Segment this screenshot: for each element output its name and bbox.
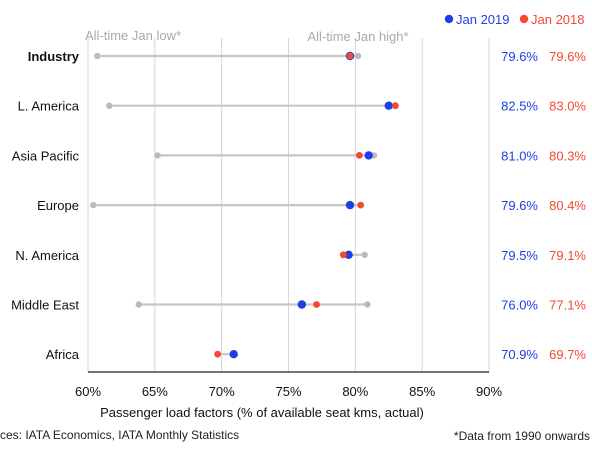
category-label: Asia Pacific	[12, 148, 80, 163]
x-tick-label: 70%	[209, 384, 235, 399]
category-label: N. America	[15, 248, 79, 263]
x-axis-title: Passenger load factors (% of available s…	[100, 405, 424, 420]
jan-2019-point	[344, 250, 353, 259]
jan-2018-point	[357, 201, 365, 209]
jan-2019-value-label: 79.5%	[501, 248, 538, 263]
jan-2019-value-label: 79.6%	[501, 198, 538, 213]
jan-2018-value-label: 79.1%	[549, 248, 586, 263]
jan-2019-point	[345, 200, 355, 210]
all-time-high-point	[354, 52, 362, 60]
jan-2019-value-label: 81.0%	[501, 148, 538, 163]
x-tick-label: 85%	[409, 384, 435, 399]
jan-2018-point	[214, 350, 222, 358]
category-rows: Industry 79.6% 79.6% L. America 82.5% 83.0% As…	[11, 49, 586, 362]
jan-2018-value-label: 83.0%	[549, 99, 586, 114]
all-time-low-point	[94, 52, 101, 60]
all-time-low-point	[135, 301, 142, 308]
data-range-footnote: *Data from 1990 onwards	[453, 429, 590, 443]
legend-label: Jan 2018	[531, 12, 585, 27]
all-time-high-point	[364, 301, 371, 308]
all-time-low-annotation: All-time Jan low*	[85, 28, 181, 43]
jan-2018-value-label: 80.4%	[549, 198, 586, 213]
jan-2018-point	[355, 152, 363, 159]
legend-marker	[519, 14, 529, 24]
annotations: All-time Jan low* All-time Jan high*	[85, 28, 409, 44]
jan-2019-value-label: 82.5%	[501, 99, 538, 114]
category-label: Africa	[46, 347, 80, 362]
category-label: Europe	[37, 198, 79, 213]
jan-2018-value-label: 80.3%	[549, 148, 586, 163]
category-label: L. America	[18, 99, 80, 114]
jan-2018-point	[392, 102, 399, 110]
x-axis: 60% 65% 70% 75% 80% 85% 90% Passenger load fact…	[75, 371, 502, 420]
jan-2018-value-label: 79.6%	[549, 49, 586, 64]
all-time-low-point	[154, 152, 161, 159]
source-footnote: ces: IATA Economics, IATA Monthly Statis…	[0, 428, 240, 442]
category-label: Industry	[28, 49, 80, 64]
jan-2018-point	[346, 52, 354, 60]
jan-2019-value-label: 76.0%	[501, 298, 538, 313]
legend-marker	[444, 14, 454, 24]
jan-2019-point	[297, 300, 307, 309]
x-tick-label: 65%	[142, 384, 168, 399]
all-time-high-point	[361, 251, 368, 258]
jan-2019-value-label: 70.9%	[501, 347, 538, 362]
x-tick-label: 60%	[75, 384, 101, 399]
jan-2018-value-label: 69.7%	[549, 347, 586, 362]
x-tick-label: 90%	[476, 384, 502, 399]
jan-2018-point	[339, 251, 347, 259]
jan-2019-value-label: 79.6%	[501, 49, 538, 64]
x-tick-label: 75%	[275, 384, 301, 399]
x-tick-label: 80%	[342, 384, 368, 399]
jan-2019-point	[384, 101, 393, 110]
jan-2018-point	[313, 301, 320, 308]
all-time-low-point	[90, 201, 97, 209]
all-time-high-annotation: All-time Jan high*	[307, 29, 408, 44]
legend-label: Jan 2019	[456, 12, 510, 27]
jan-2018-value-label: 77.1%	[549, 298, 586, 313]
category-label: Middle East	[11, 298, 79, 313]
jan-2019-point	[364, 151, 373, 160]
all-time-low-point	[106, 102, 113, 109]
jan-2019-point	[229, 350, 238, 359]
legend: Jan 2019 Jan 2018	[444, 12, 585, 27]
